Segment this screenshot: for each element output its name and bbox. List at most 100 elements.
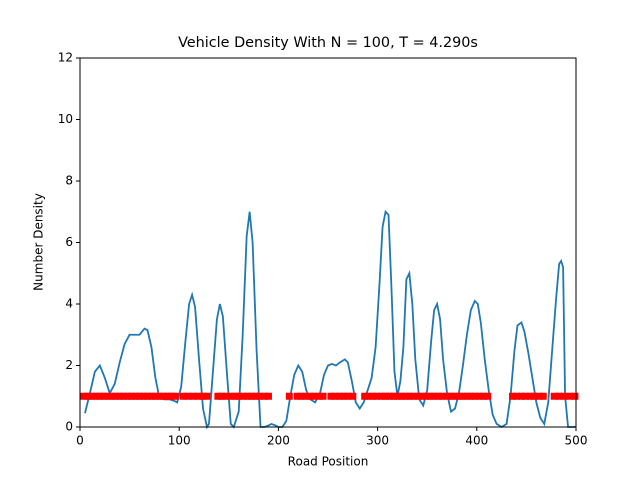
vehicle-marker — [405, 392, 413, 400]
vehicle-marker — [231, 392, 239, 400]
vehicle-marker — [112, 392, 120, 400]
vehicle-marker — [373, 392, 381, 400]
vehicle-marker — [244, 392, 252, 400]
vehicle-marker — [285, 392, 293, 400]
vehicle-marker — [261, 392, 269, 400]
vehicle-marker — [438, 392, 446, 400]
vehicle-marker — [163, 392, 171, 400]
vehicle-marker — [393, 392, 401, 400]
vehicle-marker — [194, 392, 202, 400]
y-axis-label: Number Density — [32, 193, 46, 291]
vehicle-marker — [535, 392, 543, 400]
vehicle-marker — [214, 392, 222, 400]
vehicle-marker — [167, 392, 175, 400]
vehicle-marker — [471, 392, 479, 400]
x-tick-label: 0 — [76, 434, 84, 448]
vehicle-marker — [509, 392, 517, 400]
vehicle-marker — [124, 392, 132, 400]
vehicle-marker — [132, 392, 140, 400]
vehicle-marker — [327, 392, 335, 400]
vehicle-marker — [463, 392, 471, 400]
vehicle-marker — [459, 392, 467, 400]
vehicle-marker — [84, 392, 92, 400]
vehicle-marker — [108, 392, 116, 400]
vehicle-marker — [467, 392, 475, 400]
vehicle-marker — [443, 392, 451, 400]
vehicle-marker — [151, 392, 159, 400]
vehicle-marker — [222, 392, 230, 400]
y-tick-label: 12 — [58, 51, 73, 65]
vehicle-marker — [566, 392, 574, 400]
vehicle-marker — [560, 392, 568, 400]
vehicle-marker — [430, 392, 438, 400]
vehicle-marker — [365, 392, 373, 400]
vehicle-marker — [336, 392, 344, 400]
vehicle-marker — [550, 392, 558, 400]
vehicle-marker — [199, 392, 207, 400]
vehicle-marker — [555, 392, 563, 400]
vehicle-marker — [447, 392, 455, 400]
y-tick-label: 10 — [58, 112, 73, 126]
vehicle-marker — [389, 392, 397, 400]
vehicle-marker — [301, 392, 309, 400]
density-line — [84, 209, 576, 430]
vehicle-marker — [409, 392, 417, 400]
vehicle-marker — [315, 392, 323, 400]
vehicle-marker — [530, 392, 538, 400]
vehicle-marker — [349, 392, 357, 400]
vehicle-marker — [414, 392, 422, 400]
vehicle-marker — [203, 392, 211, 400]
vehicle-marker — [239, 392, 247, 400]
vehicle-marker — [189, 392, 197, 400]
chart-title: Vehicle Density With N = 100, T = 4.290s — [178, 35, 478, 51]
x-tick-label: 500 — [565, 434, 588, 448]
vehicle-marker — [116, 392, 124, 400]
vehicle-marker — [147, 392, 155, 400]
vehicle-marker — [88, 392, 96, 400]
vehicle-marker — [256, 392, 264, 400]
vehicle-marker — [434, 392, 442, 400]
vehicle-marker — [526, 392, 534, 400]
vehicle-marker — [426, 392, 434, 400]
vehicle-marker — [80, 392, 88, 400]
vehicle-marker — [248, 392, 256, 400]
vehicle-marker — [252, 392, 260, 400]
x-axis-label: Road Position — [288, 455, 369, 469]
vehicle-marker — [480, 392, 488, 400]
y-tick-label: 6 — [65, 235, 73, 249]
vehicle-marker — [100, 392, 108, 400]
vehicle-marker — [418, 392, 426, 400]
vehicle-marker — [369, 392, 377, 400]
vehicle-marker — [476, 392, 484, 400]
vehicle-marker — [218, 392, 226, 400]
vehicle-marker — [319, 392, 327, 400]
vehicle-marker — [539, 392, 547, 400]
vehicle-marker — [293, 392, 301, 400]
y-tick-label: 2 — [65, 358, 73, 372]
vehicle-marker — [331, 392, 339, 400]
vehicle-marker — [422, 392, 430, 400]
vehicle-marker — [139, 392, 147, 400]
vehicle-marker — [484, 392, 492, 400]
vehicle-marker — [92, 392, 100, 400]
y-tick-label: 4 — [65, 297, 73, 311]
vehicle-marker — [155, 392, 163, 400]
vehicle-marker — [120, 392, 128, 400]
vehicle-marker — [171, 392, 179, 400]
vehicle-marker — [340, 392, 348, 400]
vehicle-marker — [397, 392, 405, 400]
vehicle-marker — [227, 392, 235, 400]
vehicle-marker — [235, 392, 243, 400]
y-tick-label: 8 — [65, 174, 73, 188]
vehicle-marker — [386, 392, 394, 400]
vehicle-marker — [128, 392, 136, 400]
x-tick-label: 100 — [168, 434, 191, 448]
vehicle-marker — [378, 392, 386, 400]
x-tick-label: 400 — [465, 434, 488, 448]
vehicle-marker — [455, 392, 463, 400]
y-tick-label: 0 — [65, 420, 73, 434]
vehicle-marker — [571, 392, 579, 400]
